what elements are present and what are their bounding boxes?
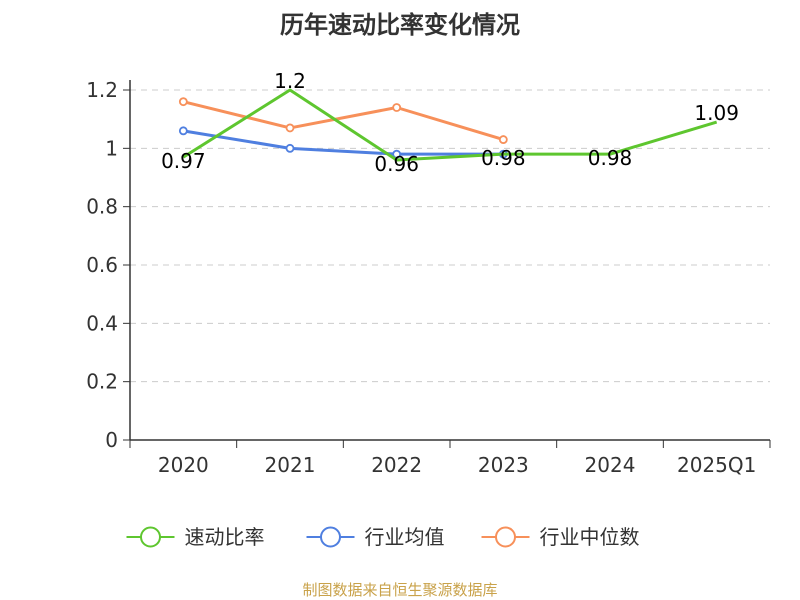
data-label-4: 0.98 xyxy=(588,146,633,170)
y-tick-label-6: 1.2 xyxy=(86,78,118,102)
legend-label-1: 行业均值 xyxy=(365,525,445,549)
x-tick-label-5: 2025Q1 xyxy=(677,453,756,477)
source-note: 制图数据来自恒生聚源数据库 xyxy=(302,581,497,599)
series-1-point-2[interactable] xyxy=(392,149,402,159)
series-1-point-1[interactable] xyxy=(285,143,295,153)
series-2-point-3[interactable] xyxy=(498,135,508,144)
legend-label-0: 速动比率 xyxy=(185,525,265,549)
series-2-point-2[interactable] xyxy=(392,103,402,112)
legend-item-2[interactable]: 行业中位数 xyxy=(481,525,640,549)
y-tick-label-2: 0.4 xyxy=(86,311,118,335)
y-tick-label-3: 0.6 xyxy=(86,253,118,277)
y-tick-label-1: 0.2 xyxy=(86,370,118,394)
legend-marker-0 xyxy=(140,526,161,548)
x-tick-label-0: 2020 xyxy=(158,453,209,477)
data-label-2: 0.96 xyxy=(374,152,419,176)
x-tick-label-3: 2023 xyxy=(478,453,529,477)
y-tick-label-5: 1 xyxy=(105,136,118,160)
legend-marker-1 xyxy=(320,526,341,548)
series-2-point-1[interactable] xyxy=(285,123,295,133)
legend-label-2: 行业中位数 xyxy=(540,525,640,549)
gridlines xyxy=(130,89,770,383)
y-tick-label-0: 0 xyxy=(105,428,118,452)
series-1-point-0[interactable] xyxy=(178,126,188,136)
legend-marker-2 xyxy=(495,526,516,548)
series-line-1 xyxy=(183,129,504,156)
axes: 0 0.2 0.4 0.6 0.8 1 1.2 2020 2021 2022 2023 2024 202… xyxy=(86,78,771,477)
data-label-5: 1.09 xyxy=(694,101,739,125)
series-line-2 xyxy=(182,100,504,142)
x-tick-label-4: 2024 xyxy=(585,453,636,477)
legend-item-1[interactable]: 行业均值 xyxy=(306,525,445,549)
data-labels: 0.97 1.2 0.96 0.98 0.98 1.09 xyxy=(161,69,739,176)
series-2-point-0[interactable] xyxy=(178,97,188,107)
data-label-3: 0.98 xyxy=(481,146,526,170)
x-tick-label-2: 2022 xyxy=(371,453,422,477)
series-line-0 xyxy=(182,88,718,162)
y-tick-label-4: 0.8 xyxy=(86,195,118,219)
data-label-0: 0.97 xyxy=(161,149,206,173)
data-label-1: 1.2 xyxy=(274,69,306,93)
legend-item-0[interactable]: 速动比率 xyxy=(126,525,265,549)
series-layer xyxy=(178,88,718,162)
legend[interactable]: 速动比率 行业均值 行业中位数 xyxy=(126,525,640,549)
chart-title: 历年速动比率变化情况 xyxy=(280,11,520,39)
x-tick-label-1: 2021 xyxy=(265,453,316,477)
